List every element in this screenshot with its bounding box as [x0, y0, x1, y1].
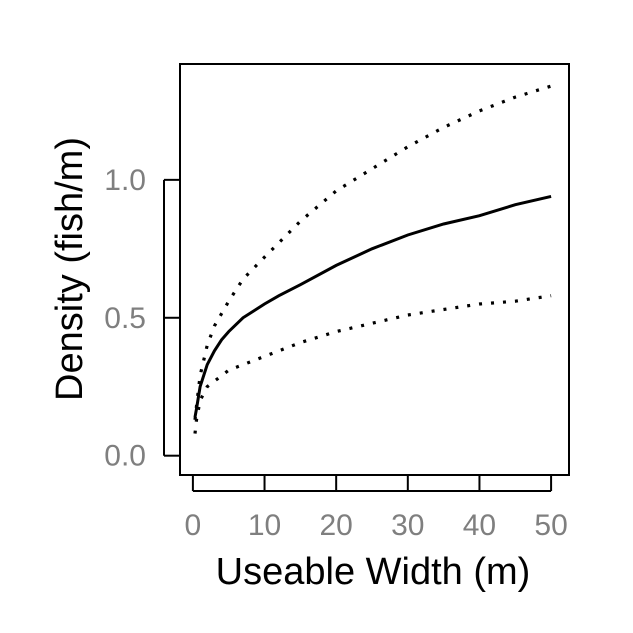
y-axis-title: Density (fish/m) — [49, 137, 91, 401]
plot-frame — [179, 63, 570, 476]
series-layer — [193, 84, 552, 434]
plot-area — [179, 63, 570, 476]
x-tick-label: 40 — [463, 509, 496, 542]
confidence-band-line-2 — [193, 294, 552, 434]
x-tick-label: 10 — [248, 509, 281, 542]
x-tick-label: 50 — [534, 509, 567, 542]
x-axis: 0 10 20 30 40 50 — [185, 475, 568, 542]
y-tick-label: 0.0 — [104, 440, 146, 473]
y-tick-label: 0.5 — [104, 302, 146, 335]
y-tick-label: 1.0 — [104, 164, 146, 197]
x-tick-label: 30 — [391, 509, 424, 542]
x-tick-label: 0 — [185, 509, 202, 542]
fit-line-0 — [193, 194, 552, 418]
y-axis: 0.0 0.5 1.0 — [104, 164, 180, 473]
x-axis-title: Useable Width (m) — [216, 551, 531, 593]
x-tick-label: 20 — [319, 509, 352, 542]
confidence-band-line-1 — [193, 84, 552, 420]
